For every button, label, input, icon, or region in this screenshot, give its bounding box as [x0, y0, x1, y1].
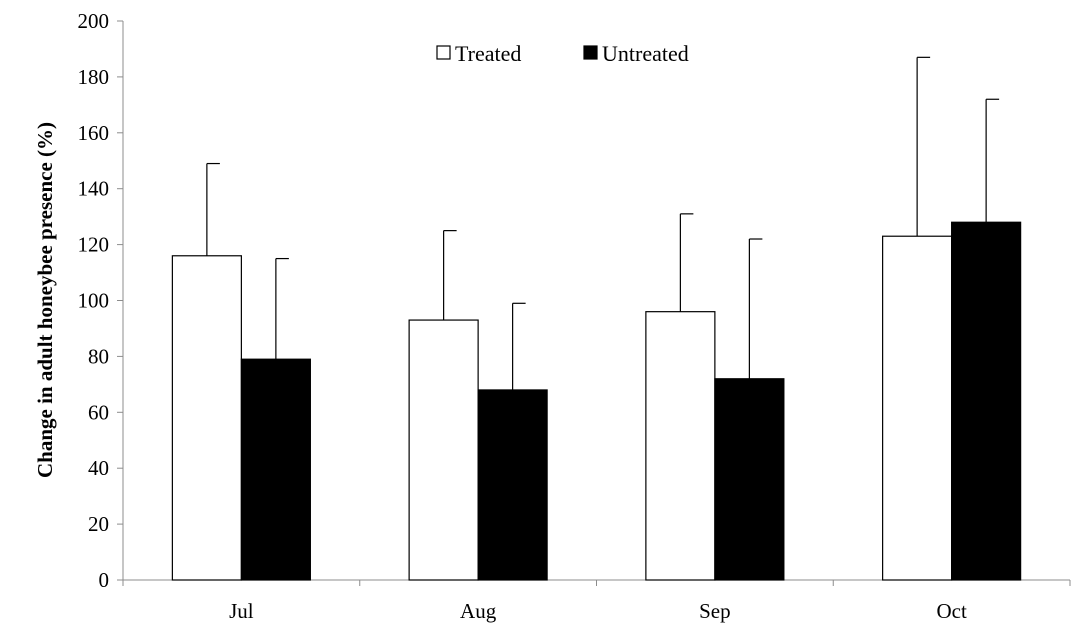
- y-tick-label: 20: [88, 512, 109, 536]
- y-tick-label: 200: [78, 9, 110, 33]
- error-bars: [206, 56, 1000, 390]
- y-tick-label: 180: [78, 65, 110, 89]
- y-tick-label: 160: [78, 121, 110, 145]
- legend-label-treated: Treated: [455, 41, 521, 66]
- bar-treated-aug: [408, 319, 479, 581]
- legend-swatch-treated: [436, 45, 451, 60]
- x-tick-label: Aug: [460, 599, 497, 623]
- bar-untreated-aug: [477, 389, 548, 581]
- y-tick-label: 120: [78, 233, 110, 257]
- y-tick-label: 60: [88, 400, 109, 424]
- y-tick-label: 100: [78, 289, 110, 313]
- bar-treated-oct: [882, 235, 953, 581]
- y-axis: 0 20 40 60 80 100 120 140 160 180 200: [78, 9, 124, 592]
- x-tick-label: Oct: [936, 599, 966, 623]
- x-tick-label: Jul: [229, 599, 254, 623]
- bar-treated-sep: [645, 311, 716, 581]
- x-tick-label: Sep: [699, 599, 731, 623]
- y-tick-label: 40: [88, 456, 109, 480]
- bar-untreated-oct: [951, 221, 1022, 581]
- y-tick-label: 140: [78, 177, 110, 201]
- legend-swatch-untreated: [583, 45, 598, 60]
- bar-treated-jul: [171, 255, 242, 581]
- bar-untreated-sep: [714, 378, 785, 581]
- legend: Treated Untreated: [436, 41, 689, 66]
- x-axis: Jul Aug Sep Oct: [122, 579, 1071, 623]
- bars: [171, 221, 1022, 581]
- y-tick-label: 0: [99, 568, 110, 592]
- bar-untreated-jul: [240, 358, 311, 581]
- y-tick-label: 80: [88, 344, 109, 368]
- legend-label-untreated: Untreated: [602, 41, 689, 66]
- y-axis-label: Change in adult honeybee presence (%): [33, 122, 57, 478]
